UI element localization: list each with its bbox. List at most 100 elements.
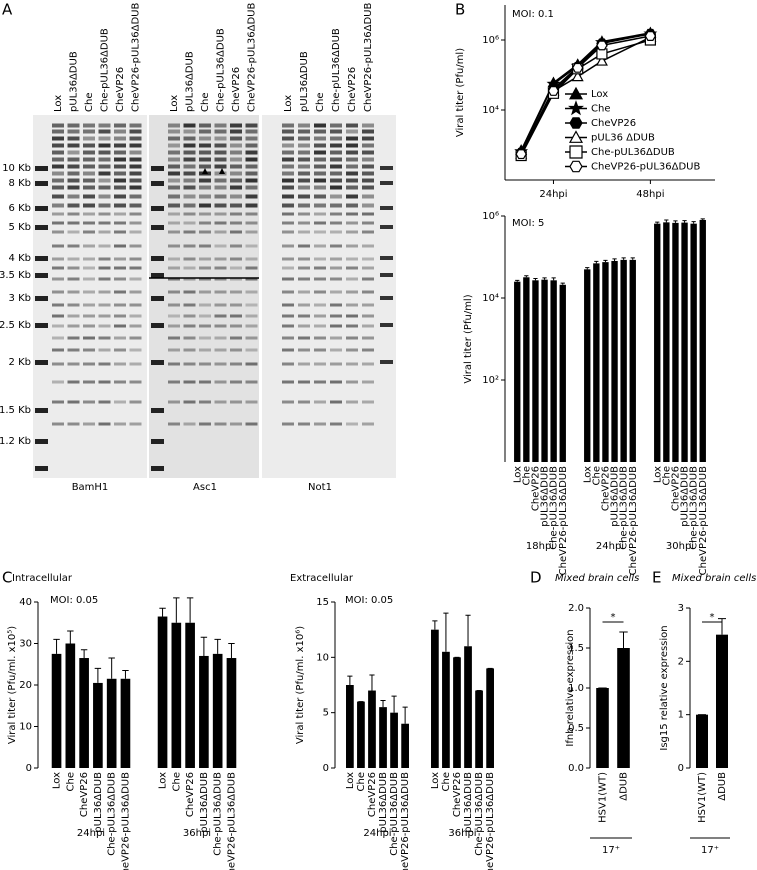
gel-band bbox=[98, 422, 111, 426]
gel-band bbox=[362, 164, 374, 169]
bar bbox=[401, 723, 409, 768]
gel-band bbox=[298, 314, 310, 318]
gel-band bbox=[346, 257, 358, 261]
gel-band bbox=[298, 336, 310, 340]
gel-band bbox=[314, 266, 326, 270]
ladder-band bbox=[380, 360, 393, 364]
y-tick-label: 10² bbox=[482, 375, 499, 386]
gel-band bbox=[83, 336, 95, 340]
gel-band bbox=[346, 150, 358, 155]
gel-band bbox=[346, 380, 358, 384]
gel-band bbox=[298, 194, 310, 199]
gel-band bbox=[52, 143, 64, 148]
ladder-band bbox=[35, 206, 48, 211]
bar bbox=[699, 219, 706, 462]
gel-band bbox=[245, 324, 258, 328]
annotation: MOI: 0.05 bbox=[50, 595, 98, 606]
gel-band bbox=[214, 244, 227, 248]
y-tick-label: 30 bbox=[19, 639, 32, 650]
enzyme-label: Asc1 bbox=[193, 482, 217, 493]
gel-band bbox=[98, 171, 111, 176]
group-label: 18hpi bbox=[526, 541, 554, 552]
gel-band bbox=[129, 123, 142, 128]
gel-band bbox=[67, 266, 80, 270]
gel-band bbox=[52, 400, 64, 404]
gel-band bbox=[330, 203, 342, 208]
gel-band bbox=[230, 194, 242, 199]
gel-band bbox=[346, 123, 358, 128]
gel-band bbox=[83, 185, 95, 190]
y-tick-label: 10⁶ bbox=[482, 211, 499, 222]
bar bbox=[584, 269, 591, 462]
gel-band bbox=[245, 212, 258, 216]
gel-band bbox=[298, 400, 310, 404]
gel-band bbox=[245, 290, 258, 294]
gel-band bbox=[114, 123, 126, 128]
gel-band bbox=[298, 380, 310, 384]
y-tick-label: 2.0 bbox=[568, 603, 584, 614]
gel-band bbox=[298, 266, 310, 270]
error-bar bbox=[673, 220, 678, 223]
gel-band bbox=[168, 266, 180, 270]
gel-band bbox=[362, 314, 374, 318]
gel-band bbox=[83, 178, 95, 183]
gel-band bbox=[230, 314, 242, 318]
gel-band bbox=[346, 164, 358, 169]
gel-band bbox=[168, 362, 180, 366]
gel-band bbox=[52, 230, 64, 234]
legend-label: pUL36 ΔDUB bbox=[591, 133, 655, 144]
gel-band bbox=[330, 303, 342, 307]
gel-band bbox=[245, 303, 258, 307]
size-label: 2.5 Kb bbox=[0, 320, 31, 331]
error-bar bbox=[542, 277, 547, 280]
gel-band bbox=[67, 123, 80, 128]
gel-band bbox=[214, 314, 227, 318]
x-tick-label: Che-pUL36ΔDUB bbox=[689, 466, 700, 550]
gel-band bbox=[298, 221, 310, 225]
error-bar bbox=[603, 259, 608, 263]
gel-band bbox=[330, 157, 342, 162]
gel-band bbox=[67, 194, 80, 199]
gel-band bbox=[230, 171, 242, 176]
bar bbox=[442, 651, 450, 768]
gel-band bbox=[298, 212, 310, 216]
gel-band bbox=[214, 277, 227, 281]
gel-band bbox=[52, 150, 64, 155]
legend-marker bbox=[568, 130, 584, 143]
gel-band bbox=[230, 230, 242, 234]
legend-marker bbox=[568, 86, 584, 100]
gel-band bbox=[129, 422, 142, 426]
gel-band bbox=[183, 348, 196, 352]
gel-band bbox=[362, 277, 374, 281]
gel-band bbox=[67, 171, 80, 176]
gel-band bbox=[214, 129, 227, 134]
gel-band bbox=[199, 257, 211, 261]
gel-band bbox=[282, 422, 294, 426]
gel-band bbox=[282, 221, 294, 225]
gel-band bbox=[83, 150, 95, 155]
gel-band bbox=[245, 348, 258, 352]
gel-band bbox=[199, 400, 211, 404]
gel-band bbox=[330, 266, 342, 270]
x-tick-label: Lox bbox=[430, 772, 441, 789]
group-label: 17⁺ bbox=[602, 845, 620, 856]
group-label: 17⁺ bbox=[701, 845, 719, 856]
gel-band bbox=[52, 362, 64, 366]
gel-band bbox=[114, 400, 126, 404]
gel-band bbox=[168, 290, 180, 294]
bar bbox=[602, 262, 609, 462]
ladder-band bbox=[35, 296, 48, 301]
gel-band bbox=[330, 171, 342, 176]
gel-band bbox=[199, 244, 211, 248]
gel-band bbox=[168, 203, 180, 208]
x-tick-label: Che bbox=[356, 772, 367, 791]
gel-band bbox=[214, 336, 227, 340]
bar bbox=[464, 646, 472, 768]
gel-band bbox=[230, 185, 242, 190]
x-tick-label: 48hpi bbox=[636, 189, 664, 200]
x-tick-label: CheVP26 bbox=[367, 772, 378, 817]
bar bbox=[79, 658, 89, 768]
gel-band bbox=[346, 212, 358, 216]
lane-label: CheVP26 bbox=[347, 67, 358, 112]
